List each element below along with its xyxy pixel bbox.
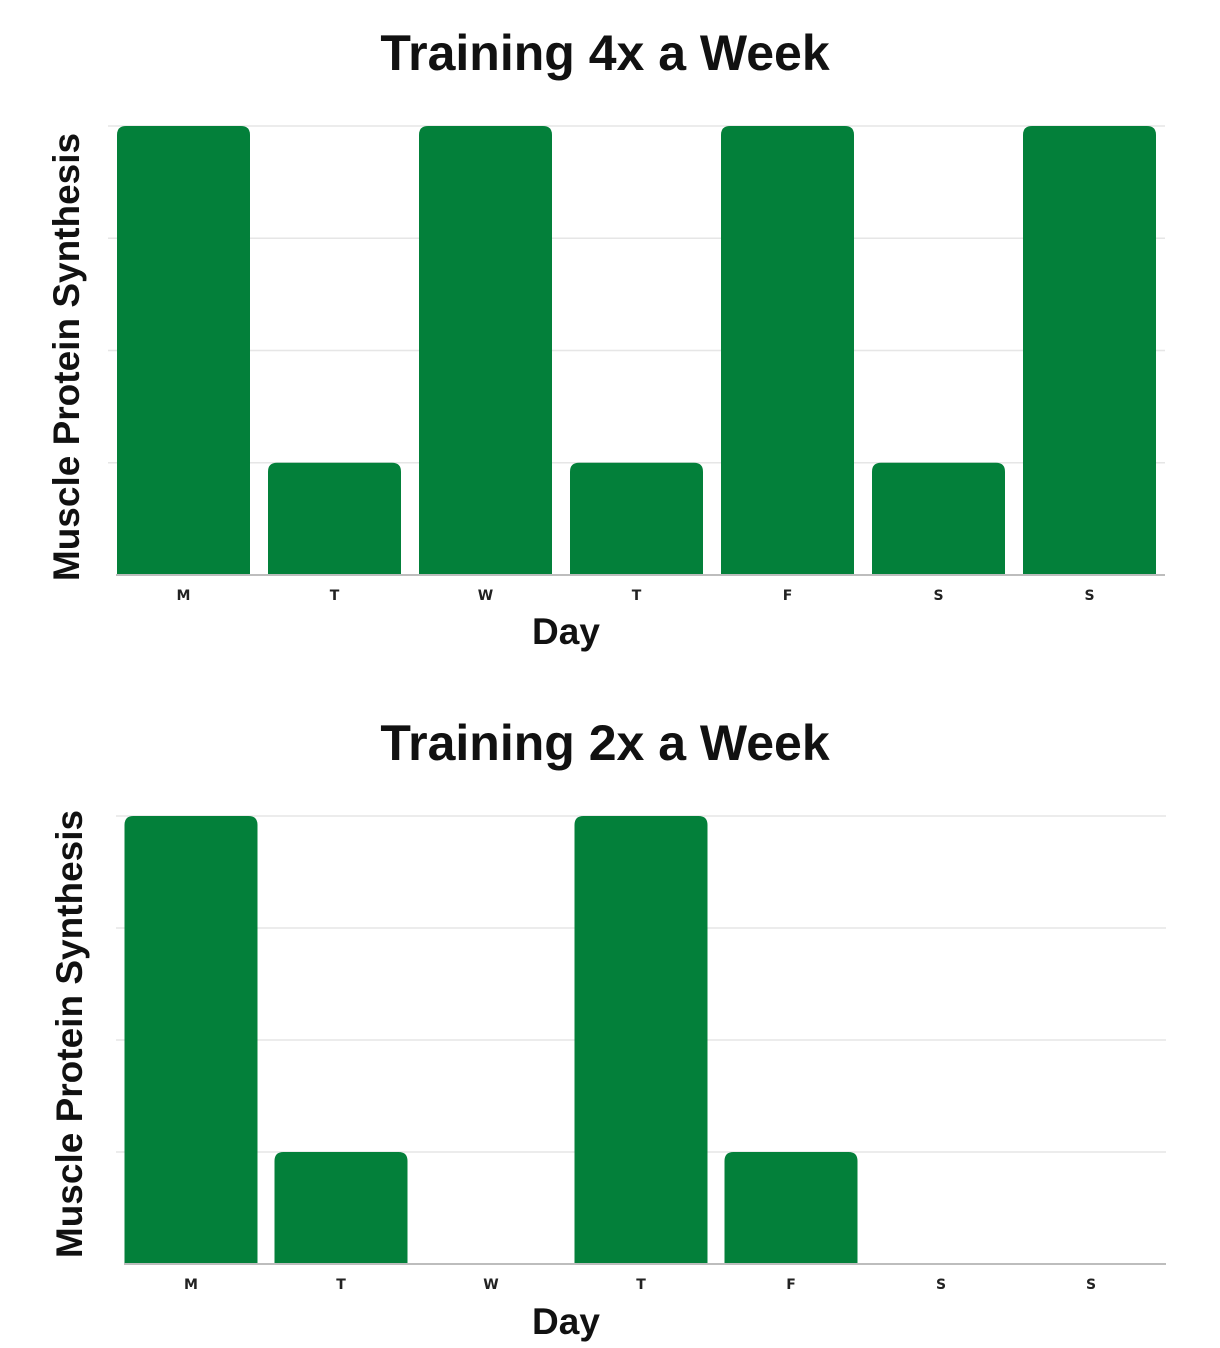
chart-2-tick-label: M — [184, 1277, 198, 1293]
chart-1-tick-label: S — [933, 588, 943, 604]
chart-1-bar-6 — [872, 462, 1005, 575]
chart-2-tick-label: T — [636, 1277, 646, 1293]
chart-1-bar-1 — [117, 126, 250, 575]
chart-2-x-axis-label: Day — [532, 1301, 600, 1342]
chart-2-bar-2 — [274, 1152, 408, 1264]
chart-1-y-axis-label: Muscle Protein Synthesis — [46, 133, 87, 581]
chart-2-tick-label: W — [483, 1277, 498, 1293]
chart-1-x-axis-label: Day — [532, 611, 600, 652]
chart-1-tick-label: S — [1084, 588, 1094, 604]
chart-1-tick-label: T — [632, 588, 642, 604]
chart-1-gridlines — [108, 125, 1165, 464]
chart-2-bar-4 — [574, 816, 708, 1264]
chart-1-tick-label: T — [330, 588, 340, 604]
chart-2-tick-label: S — [1086, 1277, 1096, 1293]
chart-2-bar-5 — [724, 1152, 858, 1264]
chart-2: Training 2x a Week Muscle Protein Synthe… — [49, 715, 1166, 1342]
chart-2-tick-label: S — [936, 1277, 946, 1293]
chart-2-y-axis-label: Muscle Protein Synthesis — [49, 810, 90, 1258]
chart-1-bar-3 — [419, 126, 552, 575]
chart-2-bars — [124, 816, 858, 1264]
chart-1-bar-7 — [1023, 126, 1156, 575]
chart-1: Training 4x a Week Muscle Protein Synthe… — [46, 25, 1165, 652]
chart-1-bar-4 — [570, 462, 703, 575]
chart-1-tick-label: M — [177, 588, 191, 604]
chart-2-tick-label: T — [336, 1277, 346, 1293]
chart-1-bar-2 — [268, 462, 401, 575]
chart-1-bar-5 — [721, 126, 854, 575]
chart-1-tick-label: F — [783, 588, 793, 604]
chart-1-tick-label: W — [478, 588, 493, 604]
chart-2-bar-1 — [124, 816, 258, 1264]
chart-2-tick-label: F — [786, 1277, 796, 1293]
chart-2-title: Training 2x a Week — [380, 715, 829, 771]
chart-1-bars — [117, 126, 1156, 575]
chart-1-title: Training 4x a Week — [380, 25, 829, 81]
